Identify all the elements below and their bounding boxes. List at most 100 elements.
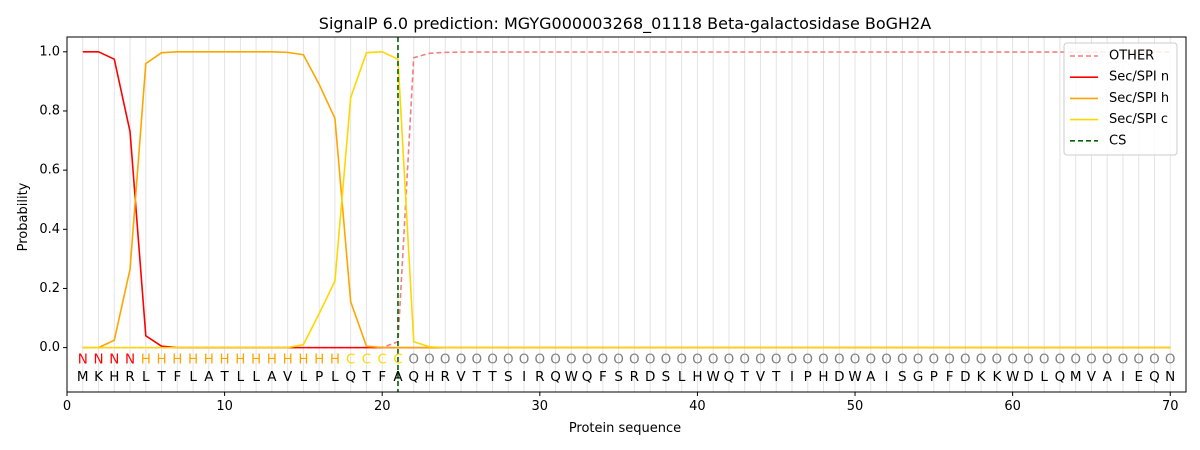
region-label: O (787, 351, 798, 367)
residue-label: N (1165, 369, 1175, 385)
residue-label: I (1121, 369, 1125, 385)
residue-label: A (393, 369, 403, 385)
y-tick-label: 0.0 (39, 340, 60, 355)
region-label: O (897, 351, 908, 367)
region-label: O (550, 351, 561, 367)
residue-label: R (125, 369, 134, 385)
region-label: O (818, 351, 829, 367)
region-label: O (629, 351, 640, 367)
residue-label: P (930, 369, 938, 385)
grid-lines (82, 37, 1171, 392)
region-label: O (976, 351, 987, 367)
residue-label: V (283, 369, 293, 385)
region-label: N (78, 351, 88, 367)
residue-label: Q (724, 369, 735, 385)
region-label: O (676, 351, 687, 367)
region-label: C (393, 351, 402, 367)
region-label: O (1055, 351, 1066, 367)
residue-label: Q (408, 369, 419, 385)
region-label: O (739, 351, 750, 367)
y-tick-label: 0.4 (39, 222, 60, 237)
region-label: O (1102, 351, 1113, 367)
region-label: N (109, 351, 119, 367)
region-label: O (456, 351, 467, 367)
region-label: H (141, 351, 151, 367)
residue-label: I (522, 369, 526, 385)
region-label: H (220, 351, 230, 367)
residue-label: W (707, 369, 720, 385)
region-label: O (661, 351, 672, 367)
region-label: O (487, 351, 498, 367)
residue-label: R (630, 369, 639, 385)
region-label: H (235, 351, 245, 367)
region-label: O (850, 351, 861, 367)
region-label: O (566, 351, 577, 367)
residue-label: S (614, 369, 623, 385)
residue-label: H (818, 369, 828, 385)
y-tick-label: 0.6 (39, 163, 60, 178)
x-axis-label: Protein sequence (569, 421, 681, 436)
region-label: O (1118, 351, 1129, 367)
legend-label: OTHER (1109, 49, 1154, 64)
residue-label: E (1134, 369, 1143, 385)
residue-label: A (1103, 369, 1113, 385)
region-label: O (1086, 351, 1097, 367)
residue-label: L (189, 369, 197, 385)
region-label: O (1070, 351, 1081, 367)
residue-label: F (173, 369, 181, 385)
region-label: O (408, 351, 419, 367)
region-label: O (692, 351, 703, 367)
y-tick-label: 0.8 (39, 103, 60, 118)
region-label: C (377, 351, 386, 367)
residue-label: L (1040, 369, 1048, 385)
residue-label: F (946, 369, 954, 385)
x-tick-label: 0 (63, 399, 71, 414)
residue-label: S (662, 369, 671, 385)
residue-label: L (252, 369, 260, 385)
residue-label: V (456, 369, 466, 385)
region-label: O (1165, 351, 1176, 367)
region-label: O (913, 351, 924, 367)
residue-label: T (771, 369, 781, 385)
residue-label: S (898, 369, 907, 385)
region-label: O (992, 351, 1003, 367)
residue-label: K (977, 369, 987, 385)
residue-label: S (504, 369, 513, 385)
residue-label: I (885, 369, 889, 385)
region-label: H (267, 351, 277, 367)
x-tick-label: 60 (1004, 399, 1021, 414)
chart-title: SignalP 6.0 prediction: MGYG000003268_01… (319, 14, 931, 34)
region-label: O (881, 351, 892, 367)
residue-label: Q (582, 369, 593, 385)
residue-label: F (378, 369, 386, 385)
region-label: O (645, 351, 656, 367)
region-label: O (1039, 351, 1050, 367)
residue-label: L (237, 369, 245, 385)
residue-label: V (756, 369, 766, 385)
region-label: O (960, 351, 971, 367)
residue-label: A (204, 369, 214, 385)
residue-label: K (94, 369, 104, 385)
region-label: O (865, 351, 876, 367)
series-sec-spi-c-line (82, 50, 1171, 349)
region-label: O (582, 351, 593, 367)
residue-label: A (866, 369, 876, 385)
region-label: O (471, 351, 482, 367)
x-tick-label: 50 (847, 399, 864, 414)
region-label: H (156, 351, 166, 367)
residue-label: T (219, 369, 229, 385)
series-lines (82, 37, 1171, 392)
x-tick-label: 20 (374, 399, 391, 414)
residue-label: H (692, 369, 702, 385)
series-sec-spi-h-line (82, 50, 1171, 349)
residue-label: T (740, 369, 750, 385)
x-tick-label: 30 (532, 399, 549, 414)
legend-label: CS (1109, 133, 1126, 148)
region-label: O (944, 351, 955, 367)
residue-label: W (565, 369, 578, 385)
y-tick-label: 1.0 (39, 44, 60, 59)
region-label: O (503, 351, 514, 367)
region-label: N (93, 351, 103, 367)
